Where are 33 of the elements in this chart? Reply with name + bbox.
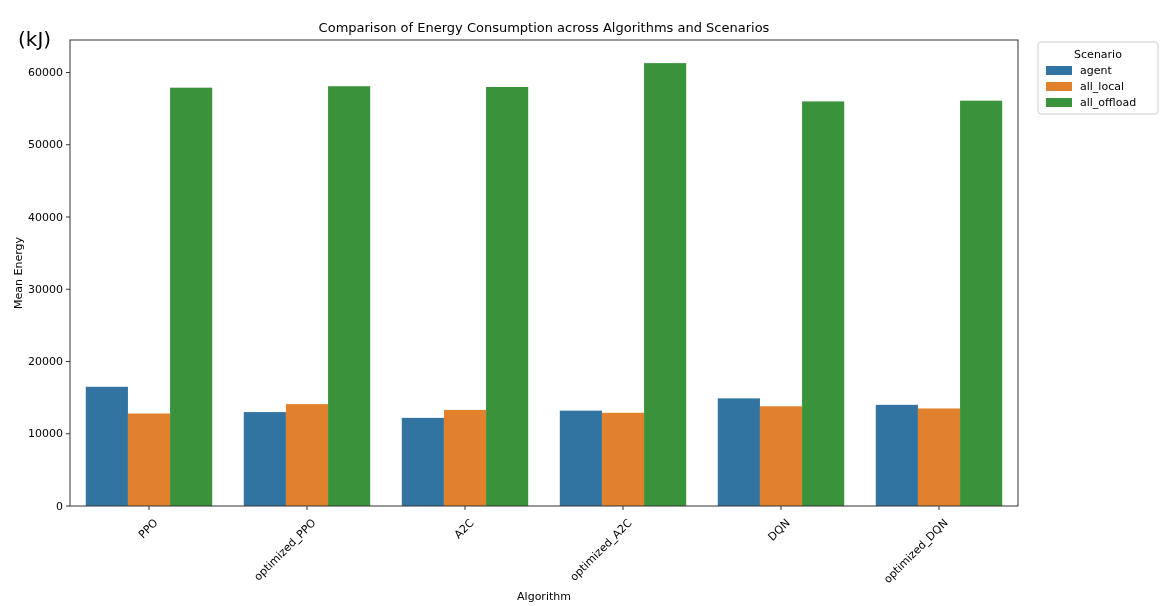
bar <box>644 63 687 506</box>
y-axis-title: Mean Energy <box>12 236 25 309</box>
bar <box>285 404 329 506</box>
legend-label: all_offload <box>1080 96 1137 109</box>
bar <box>170 87 213 506</box>
bar <box>917 408 961 506</box>
y-tick-label: 20000 <box>28 355 63 369</box>
bar <box>85 386 128 506</box>
bar <box>717 398 760 506</box>
chart-title: Comparison of Energy Consumption across Algorithms and Scenarios <box>318 20 770 35</box>
bar <box>243 412 286 506</box>
y-tick-label: 50000 <box>28 138 63 152</box>
legend-label: agent <box>1080 64 1113 77</box>
bar <box>802 101 845 506</box>
y-tick-label: 40000 <box>28 210 63 224</box>
bar <box>559 410 602 506</box>
text: (kJ) <box>18 27 52 51</box>
legend-title: Scenario <box>1074 48 1123 61</box>
y-tick-label: 30000 <box>28 282 63 296</box>
bar <box>486 86 529 506</box>
bar <box>759 406 803 506</box>
bar <box>127 413 171 506</box>
y-tick-label: 0 <box>56 499 63 513</box>
x-axis-title: Algorithm <box>517 590 571 603</box>
y-tick-label: 10000 <box>28 427 63 441</box>
y-tick-label: 60000 <box>28 66 63 80</box>
bar <box>875 404 918 506</box>
legend-label: all_local <box>1080 80 1124 93</box>
bar <box>601 412 645 506</box>
bar <box>960 100 1003 506</box>
bar <box>328 86 371 506</box>
bar <box>443 409 487 506</box>
bar <box>401 417 444 506</box>
